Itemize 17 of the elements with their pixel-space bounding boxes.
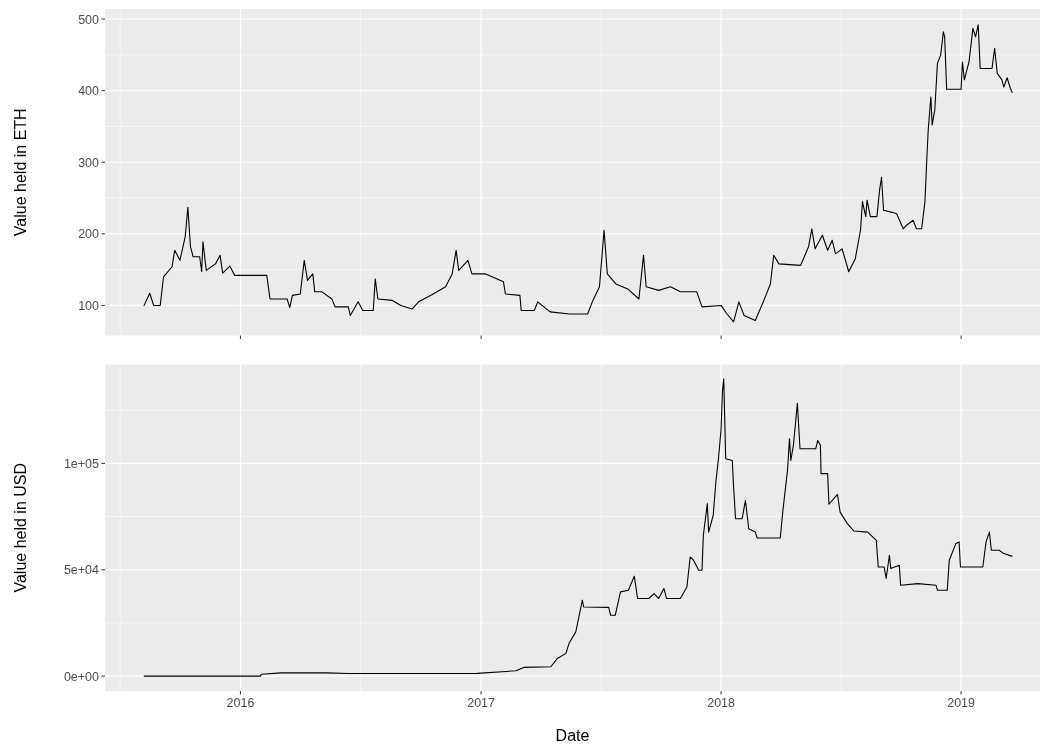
y-axis-title: Value held in USD <box>12 462 29 593</box>
x-axis-title: Date <box>555 727 590 744</box>
x-tick-label: 2017 <box>467 696 496 710</box>
line-series <box>143 378 1013 677</box>
y-tick-label: 0e+00 <box>63 669 100 684</box>
y-tick-label: 400 <box>78 84 100 99</box>
y-tick-label: 200 <box>78 227 100 242</box>
x-tick-label: 2018 <box>707 696 736 710</box>
y-tick-label: 500 <box>78 12 100 27</box>
y-axis-title: Value held in ETH <box>12 108 29 237</box>
y-tick-label: 1e+05 <box>63 456 100 471</box>
y-tick-label: 5e+04 <box>63 563 100 578</box>
y-tick-label: 100 <box>78 298 100 313</box>
x-tick-label: 2016 <box>226 696 255 710</box>
x-tick-label: 2019 <box>947 696 976 710</box>
line-series <box>143 24 1013 323</box>
y-tick-label: 300 <box>78 155 100 170</box>
